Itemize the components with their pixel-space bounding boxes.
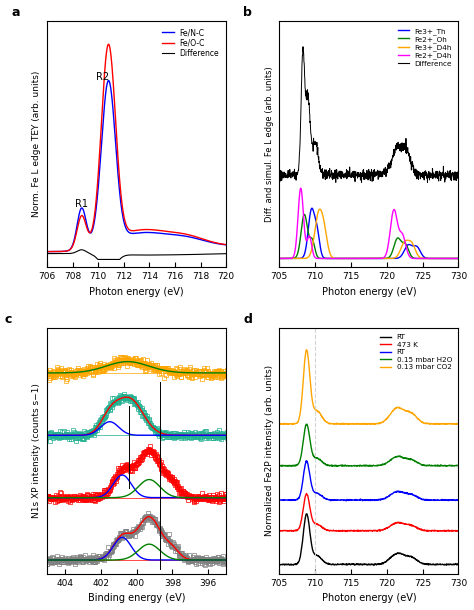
X-axis label: Photon energy (eV): Photon energy (eV) <box>89 287 184 296</box>
Text: b: b <box>244 6 252 20</box>
Text: d: d <box>244 313 252 326</box>
Text: a: a <box>11 6 20 20</box>
Y-axis label: Normalized Fe2P intensity (arb. units): Normalized Fe2P intensity (arb. units) <box>264 365 273 536</box>
X-axis label: Binding energy (eV): Binding energy (eV) <box>88 593 185 603</box>
X-axis label: Photon energy (eV): Photon energy (eV) <box>321 287 416 296</box>
X-axis label: Photon energy (eV): Photon energy (eV) <box>321 593 416 603</box>
Legend: RT, 473 K, RT, 0.15 mbar H2O, 0.13 mbar CO2: RT, 473 K, RT, 0.15 mbar H2O, 0.13 mbar … <box>377 331 455 373</box>
Text: R1: R1 <box>75 199 88 209</box>
Y-axis label: Norm. Fe L edge TEY (arb. units): Norm. Fe L edge TEY (arb. units) <box>32 71 41 217</box>
Legend: Fe/N-C, Fe/O-C, Difference: Fe/N-C, Fe/O-C, Difference <box>159 25 222 61</box>
Y-axis label: N1s XP intensity (counts s−1): N1s XP intensity (counts s−1) <box>32 383 41 518</box>
Legend: Fe3+_Th, Fe2+_Oh, Fe3+_D4h, Fe2+_D4h, Difference: Fe3+_Th, Fe2+_Oh, Fe3+_D4h, Fe2+_D4h, Di… <box>395 25 455 70</box>
Text: R2: R2 <box>96 72 109 82</box>
Text: c: c <box>4 313 11 326</box>
Y-axis label: Diff. and simul. Fe L edge (arb. units): Diff. and simul. Fe L edge (arb. units) <box>264 66 273 222</box>
